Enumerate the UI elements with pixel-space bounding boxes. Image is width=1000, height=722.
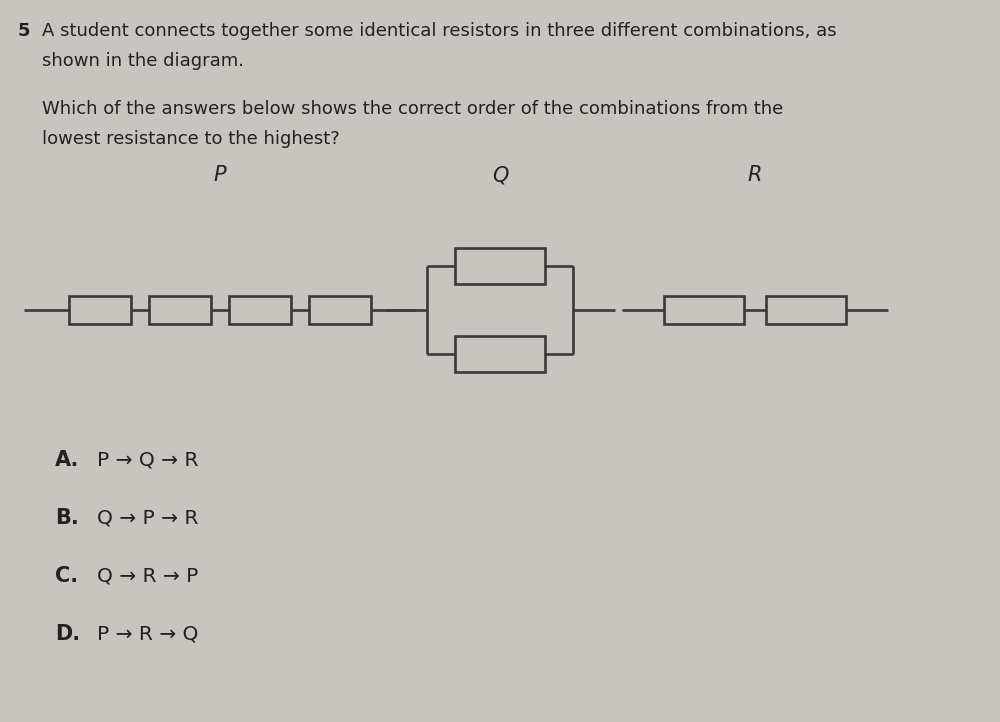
Bar xyxy=(309,296,371,324)
Text: P → R → Q: P → R → Q xyxy=(97,624,198,643)
Bar xyxy=(229,296,291,324)
Text: D.: D. xyxy=(55,624,80,644)
Text: Q → R → P: Q → R → P xyxy=(97,566,198,585)
Bar xyxy=(455,248,545,284)
Text: Q → P → R: Q → P → R xyxy=(97,508,198,527)
Text: R: R xyxy=(748,165,762,185)
Text: 5: 5 xyxy=(18,22,30,40)
Text: P: P xyxy=(214,165,226,185)
Bar xyxy=(69,296,131,324)
Bar xyxy=(664,296,744,324)
Text: A.: A. xyxy=(55,450,79,470)
Bar xyxy=(455,336,545,372)
Text: Q: Q xyxy=(492,165,508,185)
Text: C.: C. xyxy=(55,566,78,586)
Text: shown in the diagram.: shown in the diagram. xyxy=(42,52,244,70)
Bar xyxy=(766,296,846,324)
Bar xyxy=(149,296,211,324)
Text: P → Q → R: P → Q → R xyxy=(97,450,198,469)
Text: A student connects together some identical resistors in three different combinat: A student connects together some identic… xyxy=(42,22,837,40)
Text: B.: B. xyxy=(55,508,79,528)
Text: Which of the answers below shows the correct order of the combinations from the: Which of the answers below shows the cor… xyxy=(42,100,783,118)
Text: lowest resistance to the highest?: lowest resistance to the highest? xyxy=(42,130,340,148)
